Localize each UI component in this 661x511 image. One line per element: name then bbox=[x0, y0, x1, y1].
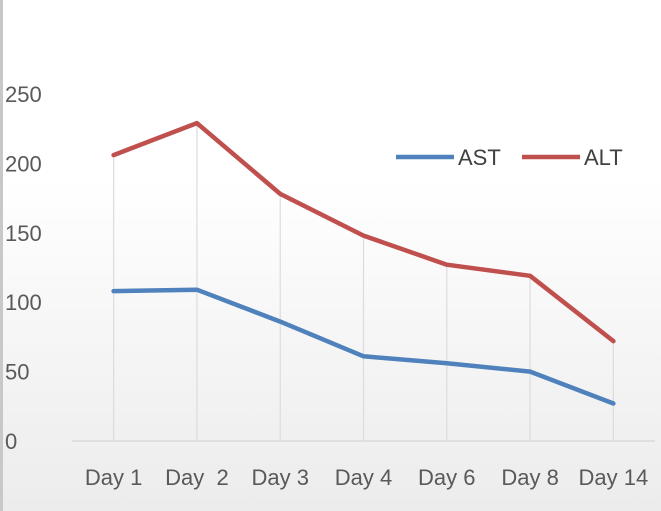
x-tick-label: Day 4 bbox=[335, 465, 392, 490]
y-tick-label: 200 bbox=[5, 151, 42, 176]
y-tick-label: 100 bbox=[5, 290, 42, 315]
x-tick-label: Day 8 bbox=[501, 465, 558, 490]
x-tick-labels: Day 1 Day 2 Day 3 Day 4 Day 6 Day 8 Day 14 bbox=[85, 465, 648, 490]
legend-label-alt: ALT bbox=[584, 145, 623, 170]
y-tick-labels: 0 50 100 150 200 250 bbox=[5, 82, 42, 454]
y-tick-label: 250 bbox=[5, 82, 42, 107]
series-lines bbox=[111, 120, 616, 406]
y-tick-label: 150 bbox=[5, 221, 42, 246]
x-tick-label: Day 14 bbox=[578, 465, 648, 490]
left-edge-border bbox=[0, 0, 3, 511]
y-tick-label: 0 bbox=[5, 429, 17, 454]
x-tick-label: Day 2 bbox=[165, 465, 229, 490]
x-tick-label: Day 3 bbox=[251, 465, 308, 490]
gridlines bbox=[113, 123, 614, 441]
legend: AST ALT bbox=[396, 145, 623, 170]
legend-label-ast: AST bbox=[458, 145, 501, 170]
x-tick-label: Day 6 bbox=[418, 465, 475, 490]
y-tick-label: 50 bbox=[5, 360, 29, 385]
x-tick-label: Day 1 bbox=[85, 465, 142, 490]
